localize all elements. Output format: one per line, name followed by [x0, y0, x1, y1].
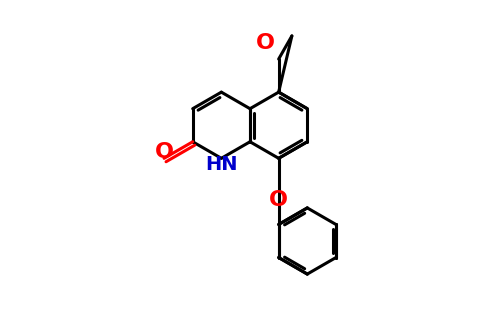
Text: O: O: [256, 33, 275, 52]
Text: O: O: [269, 190, 288, 210]
Text: HN: HN: [205, 155, 238, 175]
Text: O: O: [154, 142, 174, 162]
